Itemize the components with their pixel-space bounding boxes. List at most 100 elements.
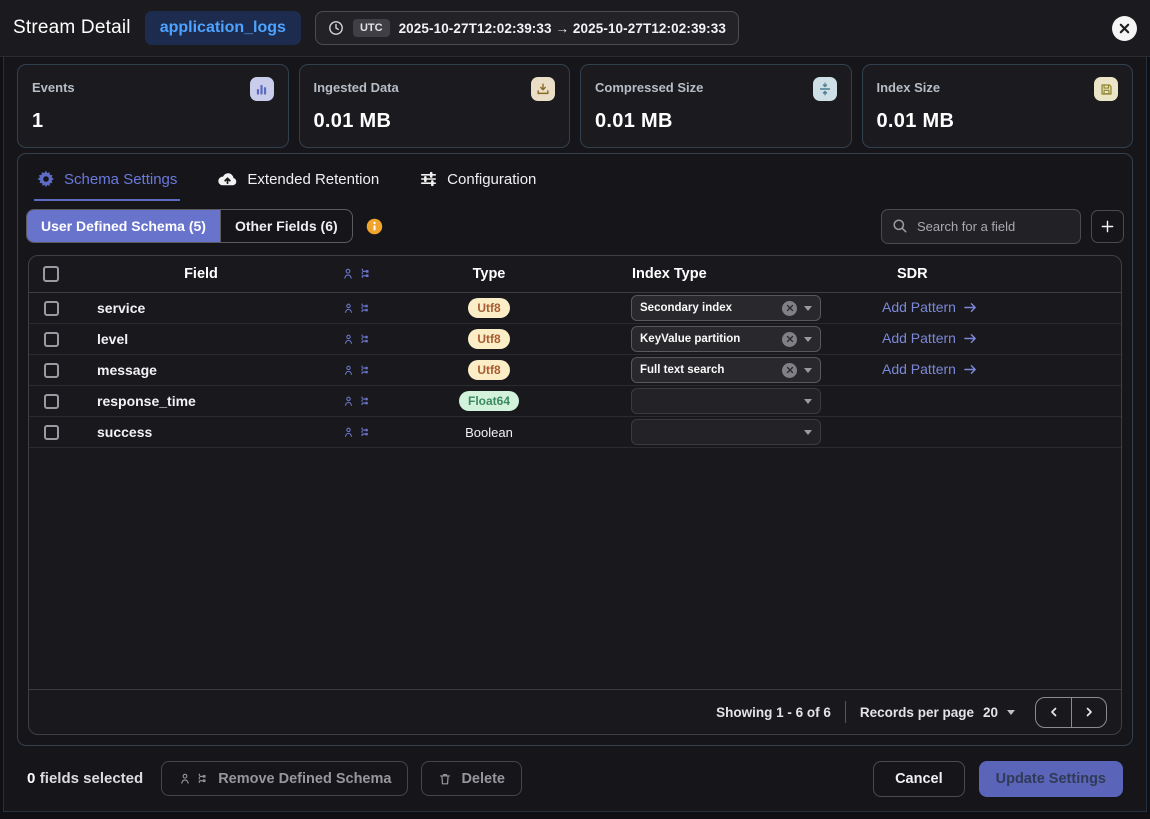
type-label: Boolean: [465, 424, 513, 440]
action-bar: 0 fields selected Remove Defined Schema …: [4, 746, 1146, 811]
field-name: service: [97, 300, 146, 316]
user-defined-schema-icons: [329, 267, 383, 281]
schema-table: Field Type Index Type SDR service: [28, 255, 1122, 735]
search-input[interactable]: [917, 218, 1057, 234]
stat-value: 0.01 MB: [876, 110, 955, 132]
stat-value: 1: [32, 110, 44, 132]
chevron-down-icon: [804, 367, 812, 373]
bar-chart-icon: [249, 77, 274, 101]
user-defined-schema-icons: [178, 772, 209, 786]
update-settings-button[interactable]: Update Settings: [978, 760, 1123, 797]
sliders-icon: [419, 170, 438, 188]
stat-value: 0.01 MB: [595, 110, 673, 132]
tab-other-fields[interactable]: Other Fields (6): [219, 210, 352, 242]
table-row: level Utf8 KeyValue partition: [29, 324, 1121, 355]
page-title: Stream Detail: [13, 17, 131, 38]
utc-chip: UTC: [352, 19, 390, 37]
add-pattern-link[interactable]: Add Pattern: [882, 330, 978, 346]
row-checkbox[interactable]: [43, 300, 59, 316]
clear-icon[interactable]: [782, 331, 797, 347]
row-checkbox[interactable]: [43, 331, 59, 347]
add-pattern-link[interactable]: Add Pattern: [882, 361, 978, 377]
tab-extended-retention[interactable]: Extended Retention: [214, 158, 382, 201]
clear-icon[interactable]: [782, 362, 797, 378]
tab-bar: Schema Settings Extended Retention Confi…: [18, 154, 1132, 201]
index-type-select[interactable]: Secondary index: [631, 295, 821, 321]
field-name: response_time: [97, 393, 196, 409]
modal-body: Events 1 Ingested Data 0.01 MB: [3, 57, 1147, 812]
stat-label: Ingested Data: [313, 80, 399, 95]
row-checkbox[interactable]: [43, 424, 59, 440]
divider: [844, 701, 846, 723]
tab-configuration[interactable]: Configuration: [416, 158, 539, 201]
stat-label: Compressed Size: [595, 80, 704, 95]
schema-toggle-group: User Defined Schema (5) Other Fields (6): [26, 209, 353, 243]
arrow-right-icon: [963, 332, 978, 345]
records-per-page-value: 20: [982, 704, 998, 720]
stat-card-index-size: Index Size 0.01 MB: [861, 64, 1133, 148]
type-badge: Utf8: [468, 298, 510, 318]
select-all-checkbox[interactable]: [43, 266, 59, 282]
chevron-right-icon: [1083, 706, 1095, 718]
column-header-field: Field: [184, 266, 218, 282]
chevron-down-icon: [804, 398, 812, 404]
clock-icon: [328, 20, 344, 36]
type-badge: Float64: [458, 391, 519, 411]
remove-defined-schema-button[interactable]: Remove Defined Schema: [161, 761, 409, 796]
arrow-right-icon: [963, 301, 978, 314]
table-empty-space: [29, 448, 1121, 689]
table-row: service Utf8 Secondary index: [29, 293, 1121, 324]
cloud-upload-icon: [217, 170, 238, 188]
compress-icon: [812, 77, 837, 101]
field-search[interactable]: [881, 208, 1081, 244]
chevron-down-icon: [804, 305, 812, 311]
index-type-select[interactable]: [631, 419, 821, 445]
cancel-button[interactable]: Cancel: [873, 760, 965, 797]
gear-icon: [37, 170, 55, 188]
stat-card-ingested: Ingested Data 0.01 MB: [298, 64, 570, 148]
showing-range: Showing 1 - 6 of 6: [716, 704, 831, 720]
tab-label: Configuration: [447, 170, 537, 188]
chevron-down-icon: [1007, 709, 1015, 715]
row-checkbox[interactable]: [43, 393, 59, 409]
tab-label: Extended Retention: [247, 170, 380, 188]
field-name: level: [97, 331, 129, 347]
prev-page-button[interactable]: [1036, 698, 1071, 727]
column-header-type: Type: [472, 266, 506, 282]
add-field-button[interactable]: [1091, 209, 1124, 243]
search-icon: [892, 218, 908, 234]
tab-label: Schema Settings: [64, 170, 178, 188]
ingest-tray-icon: [531, 77, 555, 101]
stat-value: 0.01 MB: [313, 110, 392, 132]
selected-label: fields selected: [39, 769, 144, 787]
stats-row: Events 1 Ingested Data 0.01 MB: [4, 57, 1146, 148]
user-defined-schema-icons: [329, 302, 383, 315]
clear-icon[interactable]: [782, 300, 797, 316]
user-defined-schema-icons: [329, 426, 383, 439]
next-page-button[interactable]: [1071, 697, 1106, 727]
close-button[interactable]: [1112, 15, 1137, 41]
stat-card-events: Events 1: [17, 64, 289, 148]
tab-schema-settings[interactable]: Schema Settings: [34, 158, 181, 201]
field-name: message: [97, 362, 157, 378]
index-type-select[interactable]: Full text search: [631, 357, 821, 383]
time-range-value: 2025-10-27T12:02:39:33 → 2025-10-27T12:0…: [398, 20, 726, 36]
time-range-picker[interactable]: UTC 2025-10-27T12:02:39:33 → 2025-10-27T…: [314, 11, 739, 45]
delete-button[interactable]: Delete: [421, 761, 522, 796]
index-type-select[interactable]: [631, 388, 821, 414]
user-defined-schema-icons: [329, 395, 383, 408]
row-checkbox[interactable]: [43, 362, 59, 378]
stat-card-compressed: Compressed Size 0.01 MB: [580, 64, 852, 148]
stream-name-badge[interactable]: application_logs: [144, 11, 301, 45]
info-icon[interactable]: [366, 218, 383, 235]
index-type-select[interactable]: KeyValue partition: [631, 326, 821, 352]
search-area: [881, 208, 1124, 244]
trash-icon: [438, 772, 452, 786]
tab-user-defined-schema[interactable]: User Defined Schema (5): [27, 210, 220, 242]
pagination: [1035, 696, 1107, 728]
add-pattern-link[interactable]: Add Pattern: [882, 299, 978, 315]
topbar: Stream Detail application_logs UTC 2025-…: [0, 0, 1150, 57]
records-per-page-select[interactable]: Records per page 20: [860, 705, 1015, 720]
table-row: success Boolean: [29, 417, 1121, 448]
